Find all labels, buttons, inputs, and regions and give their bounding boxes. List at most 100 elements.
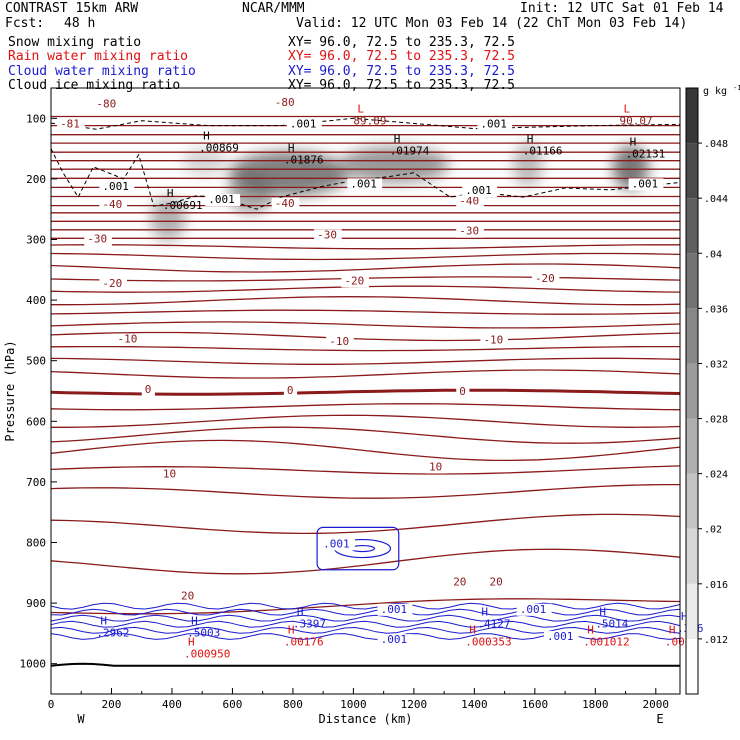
rain-maximum-value: .000353 [465,635,511,648]
colorbar-tick-label: .012 [704,635,728,646]
cloud-ice-label-bg [477,118,513,131]
surface-line [50,662,680,667]
snow-maximum-value: .00869 [199,142,239,155]
cloud-ice-label-bg [205,194,241,207]
snow-shading-blob [339,146,450,183]
cloud-water-maximum-value: .5003 [187,626,220,639]
cloud-water-maximum-letter: H [100,614,107,627]
temperature-contour-label-bg [426,461,447,474]
cloud-water-label-bg [377,603,413,616]
cloud-ice-label-bg [462,185,498,198]
legend-snow-name: Snow mixing ratio [8,35,142,50]
temperature-contour-line [51,414,681,428]
colorbar-tick-label: .036 [704,304,728,315]
temperature-contour-label-bg [486,576,507,589]
temperature-contour-line [50,244,680,250]
rain-maximum-letter: H [188,636,195,649]
colorbar-band [686,418,698,474]
cloud-water-contour [50,620,681,628]
cloud-water-label: .001 [381,633,408,646]
temperature-contour-line [50,483,680,499]
rain-maximum-letter: H [288,623,295,636]
colorbar-tick-label: .028 [704,415,728,426]
temperature-contour-line [50,369,681,379]
temperature-contour-label: -30 [87,233,107,246]
y-axis-title: Pressure (hPa) [3,340,17,441]
snow-maximum-value: .01166 [523,145,563,158]
cloud-ice-contour-top [50,117,681,130]
x-tick-label: 1800 [582,698,609,711]
cloud-water-maximum-value: .4127 [477,617,510,630]
temperature-contour-label: 20 [453,576,466,589]
temperature-contour-label: -10 [118,333,138,346]
temperature-contour-label-bg [84,233,112,246]
snow-maximum-letter: H [288,142,295,155]
low-value: 90.07 [620,114,653,127]
x-tick-label: 1600 [522,698,549,711]
cloud-water-maximum-letter: H [297,605,304,618]
cloud-ice-contour-bottom [50,148,681,210]
valid-time: Valid: 12 UTC Mon 03 Feb 14 (22 ChT Mon … [296,16,688,31]
temperature-contour-label-bg [141,383,155,396]
y-tick-label: 600 [26,415,46,428]
x-tick-label: 600 [223,698,243,711]
y-tick-label: 300 [26,234,46,247]
colorbar-band [686,198,698,254]
y-tick-label: 900 [26,597,46,610]
temperature-contour-label: 10 [429,460,442,473]
temperature-contour-label-bg [450,576,471,589]
colorbar-unit-exponent: -1 [733,84,740,92]
colorbar-tick-label: .044 [704,194,728,205]
temperature-contour-line [50,357,681,365]
temperature-contour-label: -40 [459,194,479,207]
rain-maximum-value: .001012 [583,635,629,648]
cloud-water-maximum-letter: H [481,605,488,618]
x-tick-label: 1000 [340,698,367,711]
cloud-water-contour [50,614,681,622]
temperature-contour-label: 0 [287,384,294,397]
snow-maximum-value: .01876 [284,154,324,167]
temperature-contour-line [50,548,681,575]
y-tick-label: 1000 [20,658,47,671]
temperature-contour-label: -20 [344,274,364,287]
temperature-contour-label: -20 [102,277,122,290]
x-axis-title: Distance (km) [319,712,413,726]
colorbar-frame [685,87,699,695]
temperature-contour-label: -30 [459,225,479,238]
snow-maximum-value: .00691 [163,199,203,212]
temperature-contour-label-bg [341,275,369,288]
snow-maximum-letter: H [203,130,210,143]
low-value: 89.89 [353,114,386,127]
temperature-contour-label-bg [531,272,560,285]
temperature-contour-line [50,403,681,411]
colorbar-band [686,253,698,309]
temperature-contour-line [50,321,681,329]
colorbar-band [686,308,698,364]
cloud-water-contour [50,608,681,616]
temperature-contour-label: -81 [60,117,80,130]
temperature-contour-line [50,309,681,315]
temperature-contour-label-bg [114,333,143,346]
cloud-ice-label: .001 [350,177,377,190]
cloud-water-label-bg [320,538,355,551]
cloud-ice-label: .001 [465,184,492,197]
y-tick-label: 800 [26,537,46,550]
temperature-contour-label-bg [456,225,484,238]
temperature-contour-label: 20 [181,589,194,602]
temperature-contour-label-bg [99,198,128,211]
y-tick-label: 100 [26,112,46,125]
temperature-contour-line [50,345,680,352]
colorbar-tick-label: .02 [704,525,722,536]
x-tick-label: 1400 [461,698,488,711]
cloud-water-label: .001 [323,537,350,550]
cloud-ice-label: .001 [632,177,659,190]
cloud-water-maximum-value: .2962 [96,626,129,639]
cloud-water-label-bg [543,631,579,644]
y-tick-label: 500 [26,355,46,368]
cloud-water-contour [50,626,681,634]
colorbar-band [686,583,698,639]
colorbar-band [686,473,698,529]
cloud-ice-label-bg [286,118,322,131]
colorbar-band [686,143,698,199]
temperature-contour-label: -20 [535,272,555,285]
